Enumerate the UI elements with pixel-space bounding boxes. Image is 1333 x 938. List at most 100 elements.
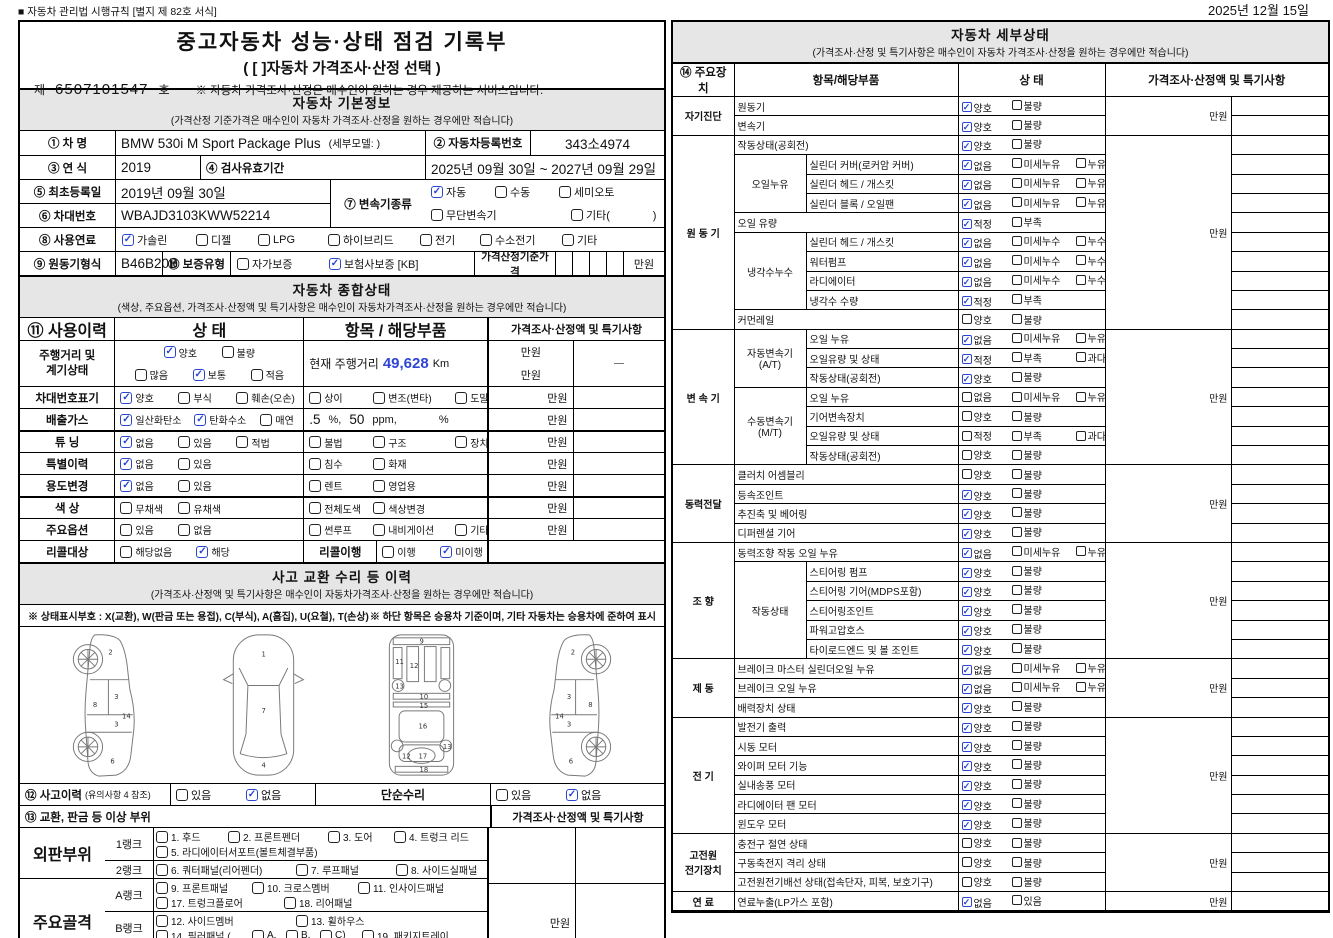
checkbox-unchecked[interactable] xyxy=(961,391,972,402)
checkbox-checked[interactable]: ✓ xyxy=(566,788,578,801)
checkbox-checked[interactable]: ✓ xyxy=(961,179,972,190)
price-note-cell[interactable] xyxy=(1230,852,1329,873)
checkbox-unchecked[interactable] xyxy=(1011,526,1022,537)
checkbox-unchecked[interactable] xyxy=(1011,662,1022,673)
base-price-digit-cell[interactable] xyxy=(606,252,623,275)
checkbox-unchecked[interactable] xyxy=(309,391,322,404)
checkbox-checked[interactable]: ✓ xyxy=(961,683,972,694)
checkbox-unchecked[interactable] xyxy=(228,830,240,843)
checkbox-unchecked[interactable] xyxy=(320,929,332,938)
checkbox-unchecked[interactable] xyxy=(1011,469,1022,480)
checkbox-unchecked[interactable] xyxy=(328,830,340,843)
checkbox-unchecked[interactable] xyxy=(1075,177,1086,188)
checkbox-unchecked[interactable] xyxy=(1011,391,1022,402)
price-note-cell[interactable] xyxy=(1230,813,1329,834)
checkbox-checked[interactable]: ✓ xyxy=(122,233,134,246)
checkbox-checked[interactable]: ✓ xyxy=(431,185,443,198)
checkbox-unchecked[interactable] xyxy=(559,185,571,198)
checkbox-unchecked[interactable] xyxy=(309,479,322,492)
checkbox-unchecked[interactable] xyxy=(1011,411,1022,422)
base-price-digit-cell[interactable] xyxy=(555,252,572,275)
price-note-cell[interactable] xyxy=(1230,154,1329,175)
checkbox-unchecked[interactable] xyxy=(1011,720,1022,731)
checkbox-unchecked[interactable] xyxy=(373,502,386,514)
checkbox-checked[interactable]: ✓ xyxy=(440,545,453,558)
checkbox-checked[interactable]: ✓ xyxy=(961,548,972,559)
checkbox-unchecked[interactable] xyxy=(1011,197,1022,208)
price-note-cell[interactable] xyxy=(1230,289,1329,311)
checkbox-checked[interactable]: ✓ xyxy=(961,296,972,307)
checkbox-unchecked[interactable] xyxy=(178,502,191,514)
checkbox-unchecked[interactable] xyxy=(237,257,249,270)
price-note-cell[interactable] xyxy=(1230,464,1329,485)
checkbox-checked[interactable]: ✓ xyxy=(961,567,972,578)
checkbox-unchecked[interactable] xyxy=(309,502,322,514)
price-note-cell[interactable] xyxy=(1230,483,1329,505)
checkbox-checked[interactable]: ✓ xyxy=(961,625,972,636)
checkbox-unchecked[interactable] xyxy=(178,479,191,492)
checkbox-unchecked[interactable] xyxy=(284,896,296,909)
checkbox-unchecked[interactable] xyxy=(1011,584,1022,595)
checkbox-unchecked[interactable] xyxy=(1011,371,1022,382)
checkbox-checked[interactable]: ✓ xyxy=(961,102,972,113)
checkbox-unchecked[interactable] xyxy=(1011,352,1022,363)
checkbox-unchecked[interactable] xyxy=(396,863,408,876)
checkbox-unchecked[interactable] xyxy=(309,523,322,536)
checkbox-unchecked[interactable] xyxy=(562,233,574,246)
checkbox-unchecked[interactable] xyxy=(236,436,249,448)
price-note-cell[interactable] xyxy=(1230,716,1329,737)
price-note-cell[interactable] xyxy=(1230,580,1329,602)
checkbox-unchecked[interactable] xyxy=(1075,235,1086,246)
checkbox-unchecked[interactable] xyxy=(1011,604,1022,615)
checkbox-unchecked[interactable] xyxy=(1011,430,1022,441)
price-note-cell[interactable] xyxy=(1230,600,1329,621)
price-note-cell[interactable] xyxy=(1230,774,1329,796)
checkbox-checked[interactable]: ✓ xyxy=(961,373,972,384)
checkbox-unchecked[interactable] xyxy=(178,523,191,536)
checkbox-unchecked[interactable] xyxy=(1011,759,1022,770)
checkbox-unchecked[interactable] xyxy=(309,436,322,448)
price-note-cell[interactable] xyxy=(572,519,664,540)
checkbox-unchecked[interactable] xyxy=(455,436,468,448)
price-note-cell[interactable] xyxy=(1230,541,1329,563)
checkbox-unchecked[interactable] xyxy=(1075,352,1086,363)
checkbox-unchecked[interactable] xyxy=(1075,681,1086,692)
checkbox-unchecked[interactable] xyxy=(1011,837,1022,848)
checkbox-unchecked[interactable] xyxy=(1075,546,1086,557)
checkbox-unchecked[interactable] xyxy=(178,391,191,404)
checkbox-unchecked[interactable] xyxy=(156,929,168,938)
checkbox-unchecked[interactable] xyxy=(1075,158,1086,169)
checkbox-unchecked[interactable] xyxy=(1075,197,1086,208)
checkbox-unchecked[interactable] xyxy=(961,430,972,441)
checkbox-unchecked[interactable] xyxy=(156,863,168,876)
checkbox-unchecked[interactable] xyxy=(455,523,468,536)
checkbox-unchecked[interactable] xyxy=(1075,255,1086,266)
checkbox-checked[interactable]: ✓ xyxy=(961,199,972,210)
checkbox-checked[interactable]: ✓ xyxy=(961,897,972,908)
price-note-cell[interactable] xyxy=(1230,212,1329,233)
checkbox-unchecked[interactable] xyxy=(1011,294,1022,305)
price-note-cell[interactable] xyxy=(1230,425,1329,447)
checkbox-unchecked[interactable] xyxy=(455,391,468,404)
checkbox-unchecked[interactable] xyxy=(1011,798,1022,809)
checkbox-checked[interactable]: ✓ xyxy=(961,742,972,753)
checkbox-checked[interactable]: ✓ xyxy=(961,354,972,365)
checkbox-unchecked[interactable] xyxy=(961,837,972,848)
checkbox-unchecked[interactable] xyxy=(296,914,308,927)
checkbox-checked[interactable]: ✓ xyxy=(961,819,972,830)
checkbox-checked[interactable]: ✓ xyxy=(961,121,972,132)
checkbox-unchecked[interactable] xyxy=(252,929,264,938)
checkbox-unchecked[interactable] xyxy=(1011,255,1022,266)
checkbox-unchecked[interactable] xyxy=(571,209,583,222)
checkbox-unchecked[interactable] xyxy=(176,788,188,801)
checkbox-checked[interactable]: ✓ xyxy=(120,413,133,426)
price-note-cell[interactable] xyxy=(572,409,664,430)
checkbox-unchecked[interactable] xyxy=(1011,778,1022,789)
checkbox-unchecked[interactable] xyxy=(156,914,168,927)
checkbox-unchecked[interactable] xyxy=(382,545,395,558)
price-note-cell[interactable] xyxy=(1230,832,1329,854)
checkbox-unchecked[interactable] xyxy=(1011,100,1022,111)
checkbox-unchecked[interactable] xyxy=(258,233,270,246)
checkbox-unchecked[interactable] xyxy=(196,233,208,246)
checkbox-unchecked[interactable] xyxy=(221,346,234,359)
